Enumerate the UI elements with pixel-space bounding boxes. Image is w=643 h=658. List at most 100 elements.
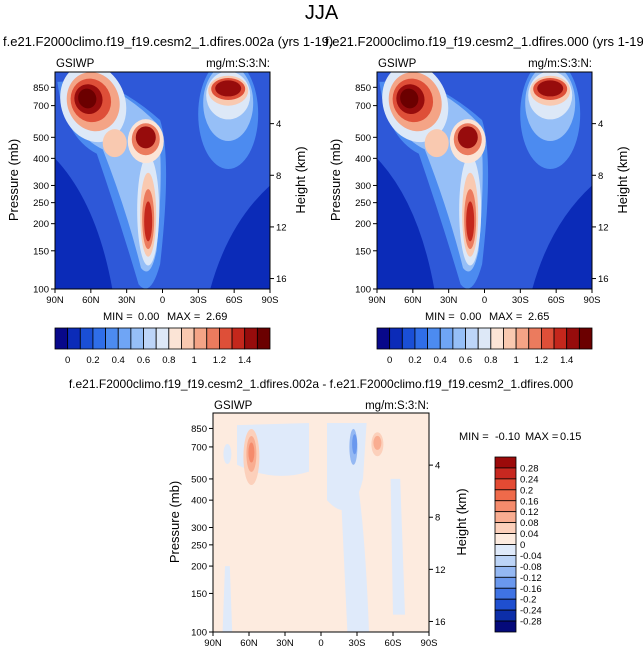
colorbar-swatch: [231, 327, 246, 350]
colorbar-swatch: [494, 478, 517, 491]
colorbar-swatch: [578, 327, 593, 350]
panel-3-max-value: 0.15: [560, 431, 581, 443]
lat-tick-label: 30N: [118, 295, 136, 306]
colorbar-label: 0.24: [520, 474, 539, 485]
colorbar-swatch: [494, 489, 517, 502]
pressure-tick-label: 850: [355, 83, 371, 94]
colorbar-swatch: [494, 511, 517, 524]
panel-3-field: [222, 423, 405, 632]
colorbar-label: -0.24: [520, 606, 542, 617]
colorbar-label: -0.04: [520, 551, 542, 562]
panel-3-y2label: Height (km): [454, 488, 469, 555]
lat-tick-label: 30S: [349, 638, 366, 649]
colorbar-swatch: [494, 467, 517, 480]
colorbar-swatch: [477, 327, 492, 350]
contour-fill: [248, 442, 255, 463]
lat-tick-label: 60S: [385, 638, 402, 649]
panel-1-units-label: mg/m:S:3:N:: [206, 58, 270, 70]
contour-fill: [352, 434, 358, 455]
colorbar-swatch: [503, 327, 517, 350]
panel-1-max-label: MAX =: [167, 311, 200, 323]
colorbar-label: 1.2: [535, 355, 548, 366]
colorbar-label: 0.8: [162, 355, 175, 366]
colorbar-label: -0.28: [520, 617, 542, 628]
colorbar-swatch: [494, 620, 517, 633]
colorbar-swatch: [494, 456, 517, 469]
colorbar-swatch: [494, 565, 517, 578]
lat-tick-label: 90S: [584, 295, 601, 306]
panel-3-max-label: MAX =: [525, 431, 558, 443]
colorbar-swatch: [92, 327, 106, 350]
panel-3: f.e21.F2000climo.f19_f19.cesm2_1.dfires.…: [69, 377, 582, 649]
panel-2-title: f.e21.F2000climo.f19_f19.cesm2_1.dfires.…: [325, 34, 643, 49]
colorbar-label: -0.12: [520, 573, 542, 584]
height-tick-label: 16: [276, 274, 287, 285]
contour-fill: [532, 185, 592, 289]
height-tick-label: 16: [598, 274, 609, 285]
colorbar-label: 0.6: [459, 355, 472, 366]
colorbar-label: 0: [387, 355, 392, 366]
colorbar-swatch: [494, 598, 517, 611]
contour-fill: [223, 443, 232, 464]
lat-tick-label: 60S: [548, 295, 565, 306]
panel-1-axes: 100 150 200 250 300 400 500 700 850 16 12 8 4 90N 60N 3…: [33, 83, 286, 306]
lat-tick-label: 60N: [240, 638, 258, 649]
panel-1-field: [55, 72, 270, 289]
colorbar-label: -0.16: [520, 584, 542, 595]
colorbar-swatch: [439, 327, 454, 350]
panel-3-field-label: GSIWP: [214, 400, 253, 412]
colorbar-swatch: [452, 327, 466, 350]
colorbar-swatch: [376, 327, 391, 350]
pressure-tick-label: 200: [33, 219, 49, 230]
colorbar-label: 1.4: [560, 355, 573, 366]
lat-tick-label: 90N: [204, 638, 222, 649]
contour-fill: [102, 129, 127, 158]
panel-3-plot-area: [213, 413, 429, 632]
panel-1-stats: MIN = 0.00 MAX = 2.69: [103, 311, 227, 323]
colorbar-swatch: [528, 327, 542, 350]
panel-2: f.e21.F2000climo.f19_f19.cesm2_1.dfires.…: [325, 34, 643, 366]
panel-1: f.e21.F2000climo.f19_f19.cesm2_1.dfires.…: [3, 34, 333, 366]
lat-tick-label: 60S: [226, 295, 243, 306]
panel-2-max-value: 2.65: [528, 311, 549, 323]
colorbar-swatch: [490, 327, 504, 350]
lat-tick-label: 90S: [421, 638, 438, 649]
pressure-tick-label: 700: [355, 101, 371, 112]
height-tick-label: 8: [435, 513, 440, 524]
pressure-tick-label: 100: [355, 285, 371, 296]
colorbar-label: 0.04: [520, 529, 539, 540]
lat-tick-label: 60N: [82, 295, 100, 306]
panel-2-min-value: 0.00: [460, 311, 481, 323]
colorbar-swatch: [541, 327, 555, 350]
contour-fill: [210, 185, 270, 289]
colorbar-swatch: [155, 327, 170, 350]
colorbar-swatch: [54, 327, 69, 350]
colorbar-swatch: [219, 327, 233, 350]
pressure-tick-label: 100: [33, 285, 49, 296]
pressure-tick-label: 400: [33, 154, 49, 165]
colorbar-swatch: [143, 327, 157, 350]
height-tick-label: 8: [598, 171, 603, 182]
colorbar-swatch: [566, 327, 580, 350]
panel-1-plot-area: [55, 72, 270, 289]
colorbar-label: 0.2: [86, 355, 99, 366]
pressure-tick-label: 850: [33, 83, 49, 94]
colorbar-label: 0.28: [520, 463, 539, 474]
contour-fill: [55, 158, 113, 289]
pressure-tick-label: 300: [33, 181, 49, 192]
lat-tick-label: 60N: [404, 295, 422, 306]
lat-tick-label: 30N: [276, 638, 294, 649]
lat-tick-label: 90S: [262, 295, 279, 306]
colorbar-swatch: [414, 327, 428, 350]
colorbar-label: 0.12: [520, 507, 539, 518]
colorbar-swatch: [79, 327, 94, 350]
panel-1-field-label: GSIWP: [56, 58, 95, 70]
colorbar-swatch: [67, 327, 81, 350]
colorbar-swatch: [494, 576, 517, 589]
colorbar-swatch: [117, 327, 132, 350]
height-tick-label: 16: [435, 617, 446, 628]
colorbar-swatch: [389, 327, 403, 350]
colorbar-swatch: [465, 327, 479, 350]
colorbar-swatch: [515, 327, 530, 350]
colorbar-swatch: [168, 327, 182, 350]
